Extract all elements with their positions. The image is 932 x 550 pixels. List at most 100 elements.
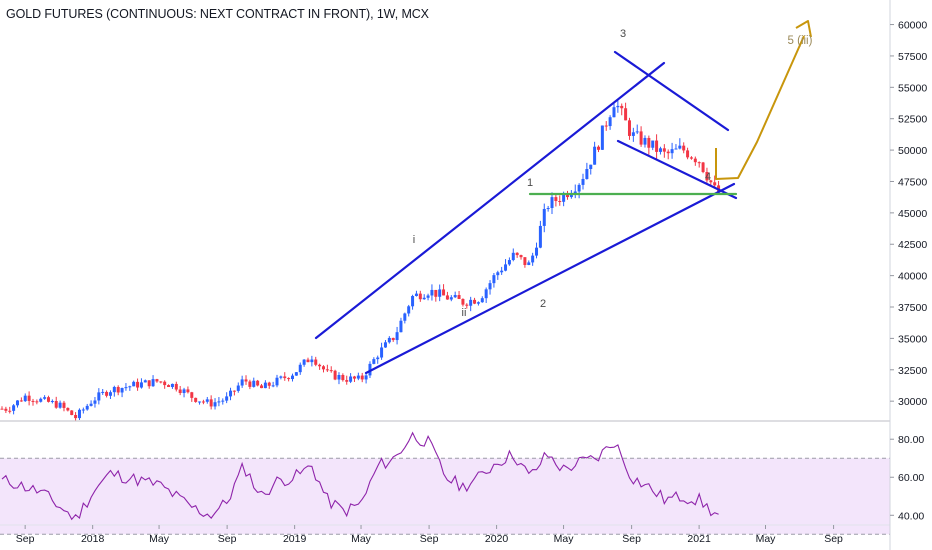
candle-body [81, 409, 85, 411]
candle-body [476, 302, 480, 304]
wedge-upper-line [314, 61, 666, 340]
candle-body [298, 364, 302, 373]
candle-body [682, 145, 686, 151]
candle-body [97, 392, 101, 401]
candle-body [500, 270, 504, 273]
candle-body [356, 375, 360, 379]
time-tick-label: 2020 [485, 533, 509, 545]
candle-body [372, 359, 376, 364]
candle-body [101, 391, 105, 393]
candle-body [294, 372, 298, 376]
candle-body [139, 382, 143, 388]
candle-body [531, 255, 535, 263]
candle-body [662, 148, 666, 152]
candle-body [116, 386, 120, 393]
candle-body [438, 289, 442, 297]
time-tick-label: May [351, 533, 372, 545]
wave-label: 3 [620, 28, 626, 40]
price-tick-label: 32500 [898, 365, 927, 377]
candle-body [349, 376, 353, 382]
price-tick-label: 42500 [898, 239, 927, 251]
rsi-pane [0, 431, 890, 535]
candle-body [600, 125, 604, 150]
candle-body [333, 370, 337, 380]
candle-body [248, 381, 252, 387]
chart-title: GOLD FUTURES (CONTINUOUS: NEXT CONTRACT … [6, 7, 429, 21]
candle-body [225, 396, 229, 401]
price-tick-label: 52500 [898, 114, 927, 126]
candles [0, 100, 721, 421]
rsi-tick-label: 60.00 [898, 472, 924, 484]
candle-body [484, 289, 488, 299]
candle-body [310, 359, 314, 363]
candle-body [581, 178, 585, 185]
candle-body [395, 332, 399, 341]
candle-body [229, 390, 233, 397]
candle-body [639, 131, 643, 145]
candle-body [70, 410, 74, 416]
candle-body [473, 299, 477, 304]
candle-body [442, 289, 446, 296]
candle-body [43, 397, 47, 399]
candle-body [174, 383, 178, 390]
candle-body [267, 382, 271, 386]
candle-body [240, 379, 244, 386]
price-tick-label: 40000 [898, 271, 927, 283]
candle-body [314, 359, 318, 365]
candle-body [352, 376, 356, 379]
candle-body [465, 304, 469, 306]
candle-body [461, 298, 465, 305]
candle-body [39, 398, 43, 402]
candle-body [50, 400, 54, 402]
candle-body [418, 293, 422, 300]
candle-body [217, 401, 221, 403]
candle-body [54, 400, 58, 408]
price-tick-label: 37500 [898, 302, 927, 314]
candle-body [360, 375, 364, 380]
candle-body [515, 252, 519, 256]
candle-body [155, 379, 159, 382]
candle-body [469, 299, 473, 306]
candle-body [709, 180, 713, 183]
time-tick-label: Sep [218, 533, 237, 545]
price-tick-label: 45000 [898, 208, 927, 220]
candle-body [414, 293, 418, 297]
candle-body [713, 182, 717, 186]
candle-body [213, 402, 217, 407]
candle-body [19, 400, 23, 402]
candle-body [151, 379, 155, 387]
candle-body [93, 400, 97, 404]
candle-body [124, 387, 128, 389]
candle-body [542, 208, 546, 226]
candle-body [27, 395, 31, 401]
candle-body [596, 146, 600, 150]
candle-body [434, 289, 438, 297]
candle-body [449, 297, 453, 300]
candle-body [399, 320, 403, 333]
candle-body [616, 105, 620, 108]
candle-body [504, 264, 508, 271]
candle-body [209, 399, 213, 407]
time-tick-label: Sep [824, 533, 843, 545]
wave-label: 5 (iii) [788, 35, 813, 47]
candle-body [198, 401, 202, 403]
candle-body [666, 151, 670, 154]
candle-body [655, 140, 659, 152]
candle-body [236, 385, 240, 391]
candle-body [380, 347, 384, 358]
candle-body [201, 401, 205, 403]
wave-label: 4 [705, 171, 711, 183]
channel-upper-line [613, 50, 730, 132]
candle-body [329, 370, 333, 372]
candle-body [182, 389, 186, 394]
channel-lower-line [616, 139, 738, 200]
candle-body [279, 376, 283, 378]
candle-body [159, 381, 163, 383]
candle-body [573, 191, 577, 194]
candle-body [511, 252, 515, 261]
price-tick-label: 57500 [898, 51, 927, 63]
wave-label: 2 [540, 298, 546, 310]
candle-body [302, 359, 306, 365]
candle-body [8, 410, 12, 412]
